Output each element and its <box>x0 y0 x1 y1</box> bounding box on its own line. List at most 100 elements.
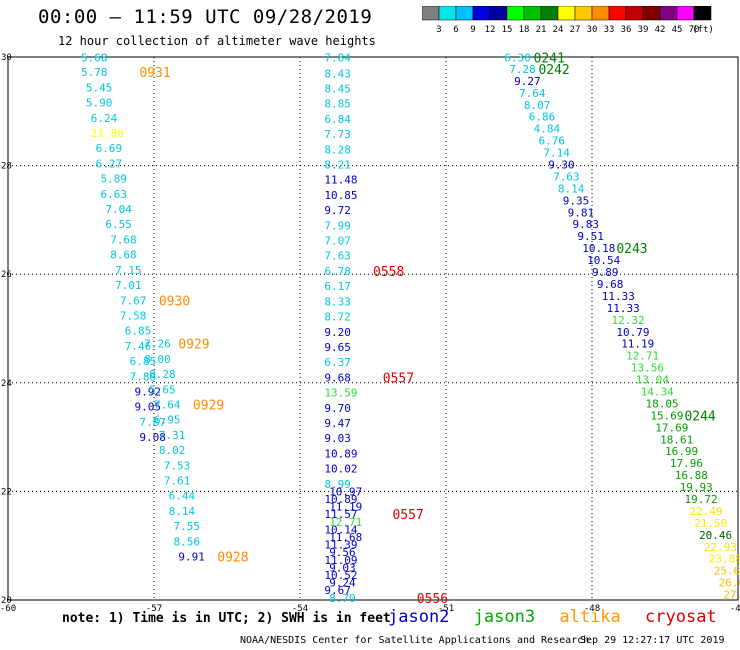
swh-value: 22.49 <box>689 505 722 518</box>
x-tick-label: -60 <box>0 604 16 614</box>
swh-value: 9.56 <box>329 546 356 559</box>
swh-value: 10.79 <box>616 326 649 339</box>
swh-value: 7.55 <box>173 520 200 533</box>
swh-value: 6.63 <box>100 188 127 201</box>
time-label: 0557 <box>383 371 414 386</box>
swh-value: 8.33 <box>324 295 351 308</box>
color-scale-label: 45 <box>672 25 683 35</box>
swh-value: 7.26 <box>144 338 171 351</box>
swh-value: 8.43 <box>324 67 351 80</box>
swh-value: 6.30 <box>504 52 531 65</box>
time-label: 0931 <box>139 66 170 81</box>
color-scale-label: 27 <box>570 25 581 35</box>
swh-value: 13.04 <box>636 374 669 387</box>
swh-value: 7.88 <box>130 370 157 383</box>
swh-value: 16.88 <box>675 469 708 482</box>
swh-value: 27.03 <box>723 589 740 602</box>
time-label: 0930 <box>159 294 190 309</box>
swh-value: 7.84 <box>324 52 351 65</box>
swh-value: 6.69 <box>96 142 123 155</box>
swh-value: 8.72 <box>324 311 351 324</box>
x-tick-label: -45 <box>730 604 740 614</box>
y-tick-label: 22 <box>1 487 12 497</box>
swh-value: 11.19 <box>621 338 654 351</box>
swh-value: 7.61 <box>164 475 191 488</box>
swh-value: 9.89 <box>592 266 619 279</box>
color-scale-label: 33 <box>604 25 615 35</box>
swh-value: 5.89 <box>100 173 127 186</box>
swh-value: 10.97 <box>329 485 362 498</box>
swh-value: 8.85 <box>324 98 351 111</box>
swh-value: 8.28 <box>324 143 351 156</box>
time-label: 0244 <box>684 409 715 424</box>
swh-value: 11.33 <box>607 302 640 315</box>
swh-value: 19.93 <box>680 481 713 494</box>
swh-value: 6.55 <box>105 218 132 231</box>
swh-value: 12.71 <box>329 516 362 529</box>
swh-value: 17.96 <box>670 457 703 470</box>
swh-value: 13.56 <box>631 362 664 375</box>
swh-value: 10.89 <box>324 493 357 506</box>
swh-value: 9.68 <box>324 371 351 384</box>
swh-value: 7.63 <box>324 250 351 263</box>
swh-value: 10.89 <box>324 447 357 460</box>
swh-value: 7.04 <box>105 203 132 216</box>
swh-value: 6.85 <box>125 325 152 338</box>
swh-value: 9.51 <box>577 230 604 243</box>
color-scale-label: 3 <box>436 25 441 35</box>
color-scale-label: 24 <box>553 25 564 35</box>
swh-value: 6.44 <box>169 490 196 503</box>
swh-value: 10.52 <box>324 569 357 582</box>
color-scale-label: 9 <box>470 25 475 35</box>
time-label: 0928 <box>217 551 248 566</box>
color-scale-label: 39 <box>638 25 649 35</box>
swh-value: 8.07 <box>524 99 551 112</box>
swh-value: 9.30 <box>548 159 575 172</box>
color-scale-label: 30 <box>587 25 598 35</box>
swh-value: 7.64 <box>519 87 546 100</box>
time-label: 0557 <box>392 508 423 523</box>
swh-value: 8.99 <box>324 478 351 491</box>
color-scale-label: 6 <box>453 25 458 35</box>
legend-item-jason3: jason3 <box>473 607 536 627</box>
swh-value: 9.91 <box>178 551 205 564</box>
swh-value: 7.14 <box>543 147 570 160</box>
swh-value: 12.32 <box>611 314 644 327</box>
time-label: 0243 <box>616 242 647 257</box>
x-tick-label: -54 <box>292 604 308 614</box>
swh-value: 8.14 <box>558 182 585 195</box>
swh-value: 11.48 <box>324 174 357 187</box>
swh-value: 9.70 <box>324 402 351 415</box>
time-label: 0241 <box>534 52 565 67</box>
swh-value: 7.87 <box>139 416 166 429</box>
swh-value: 9.47 <box>324 417 351 430</box>
swh-value: 7.73 <box>324 128 351 141</box>
swh-value: 9.83 <box>573 218 600 231</box>
swh-value: 11.57 <box>324 508 357 521</box>
swh-value: 5.90 <box>86 97 113 110</box>
swh-value: 13.59 <box>324 387 357 400</box>
swh-value: 4.84 <box>534 123 561 136</box>
swh-value: 7.01 <box>115 279 142 292</box>
time-label: 0929 <box>178 338 209 353</box>
x-tick-label: -57 <box>146 604 162 614</box>
swh-value: 6.84 <box>324 113 351 126</box>
swh-value: 8.68 <box>110 249 137 262</box>
swh-value: 6.76 <box>538 135 565 148</box>
swh-value: 9.24 <box>329 577 356 590</box>
swh-value: 9.92 <box>135 385 162 398</box>
color-scale-label: 12 <box>485 25 496 35</box>
swh-value: 21.80 <box>91 127 124 140</box>
swh-value: 11.19 <box>329 501 362 514</box>
color-scale-unit: (ft) <box>692 25 714 35</box>
swh-value: 11.39 <box>324 539 357 552</box>
legend-item-jason2: jason2 <box>388 607 450 627</box>
swh-value: 18.05 <box>646 397 679 410</box>
swh-value: 7.58 <box>120 309 147 322</box>
legend-item-altika: altika <box>559 607 621 627</box>
x-tick-label: -51 <box>438 604 454 614</box>
swh-value: 7.07 <box>324 235 351 248</box>
color-scale-label: 36 <box>621 25 632 35</box>
y-tick-label: 30 <box>1 53 12 63</box>
